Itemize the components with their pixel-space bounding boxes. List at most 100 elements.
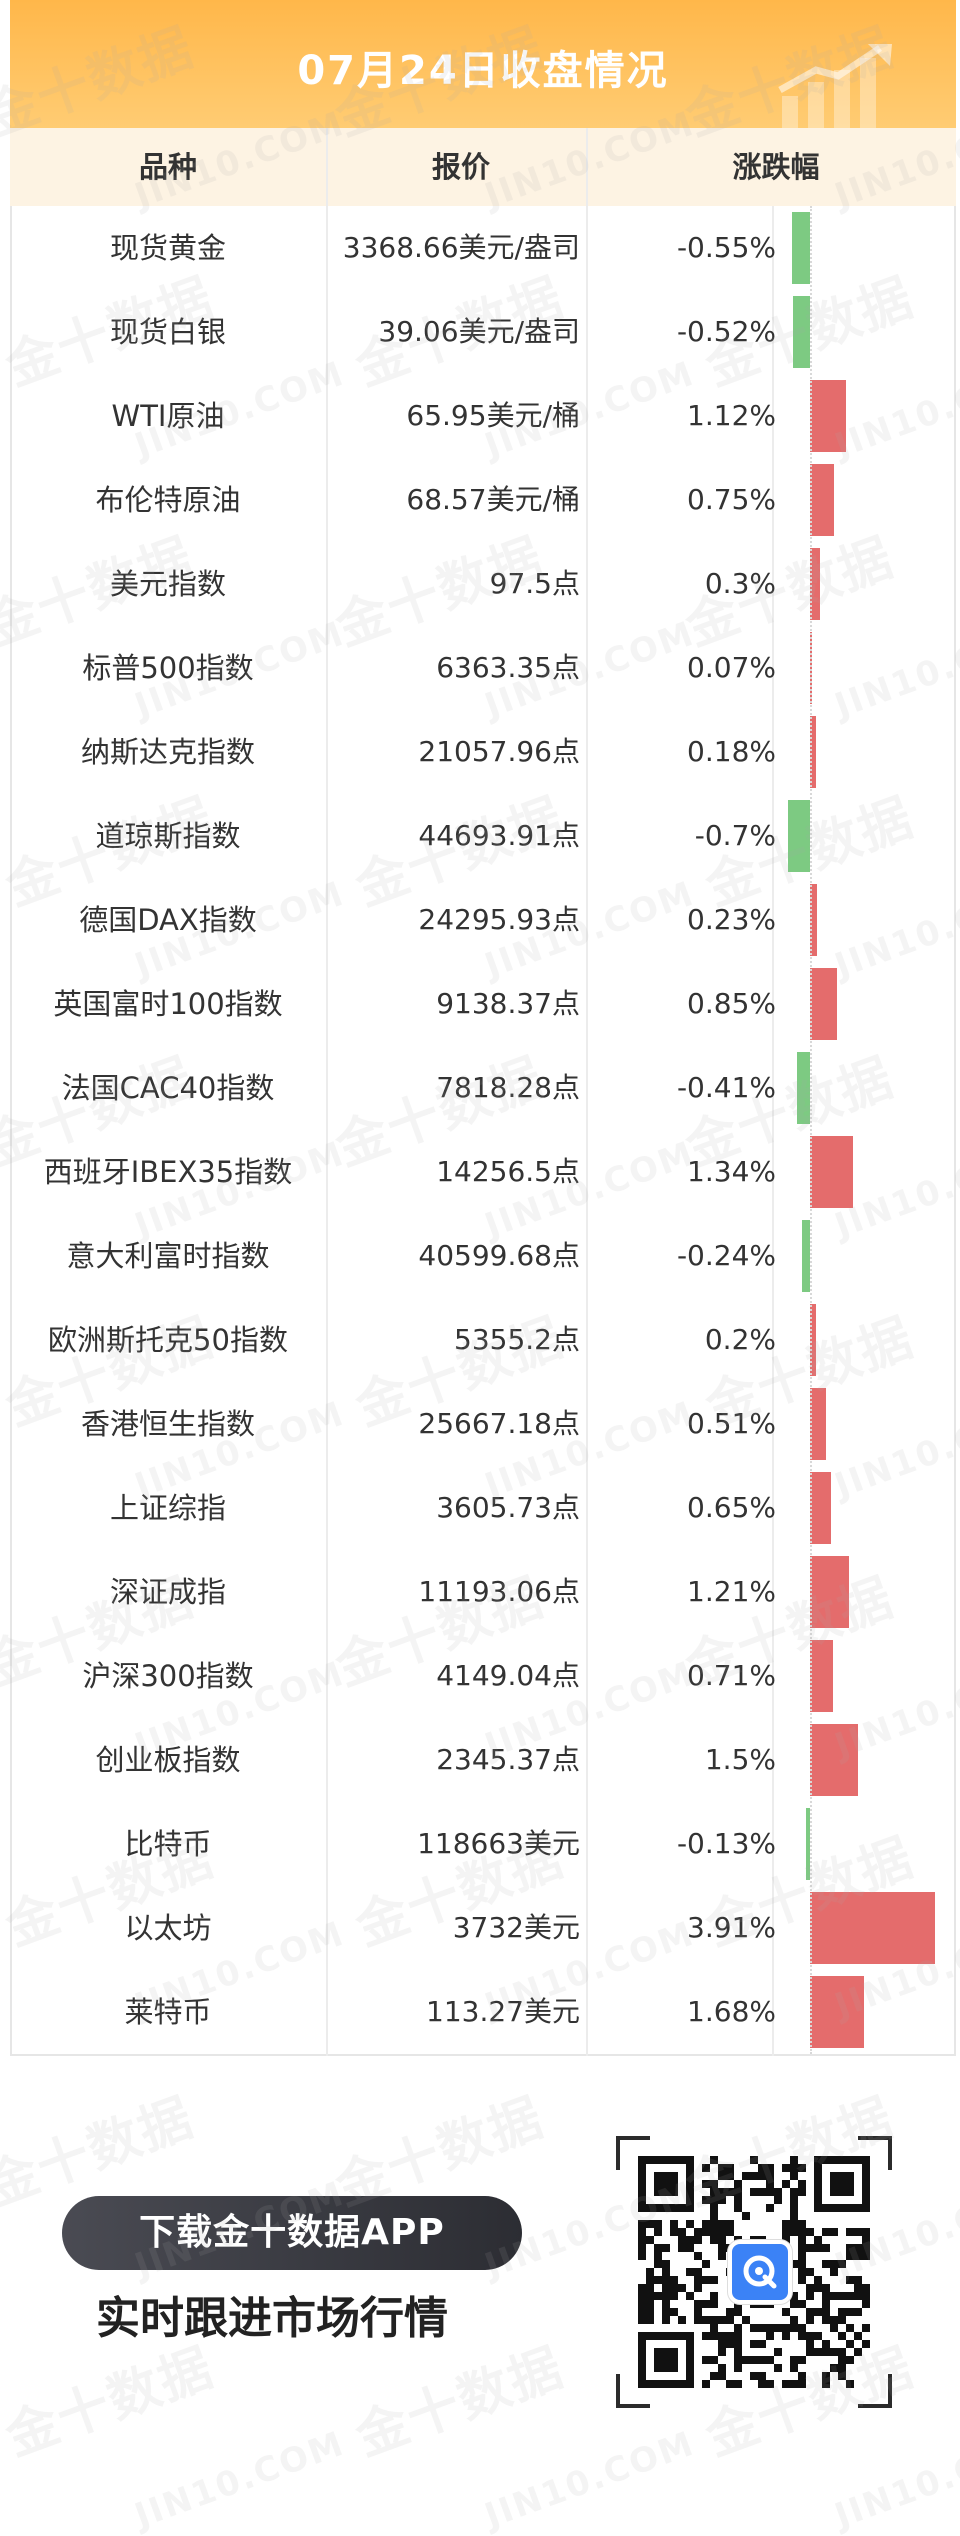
table-row: 纳斯达克指数 21057.96点 0.18%: [10, 710, 956, 794]
change-percent: -0.55%: [676, 231, 776, 264]
change-bar-down: [805, 1808, 810, 1880]
instrument-name: 莱特币: [124, 1995, 212, 2029]
table-row: 深证成指 11193.06点 1.21%: [10, 1550, 956, 1634]
instrument-price: 24295.93点: [418, 903, 580, 936]
change-bar-down: [796, 1052, 810, 1124]
instrument-price: 6363.35点: [436, 651, 580, 684]
change-bar-down: [793, 296, 810, 368]
table-row: 道琼斯指数 44693.91点 -0.7%: [10, 794, 956, 878]
zero-axis-line: [810, 206, 812, 2054]
change-bar-down: [787, 800, 810, 872]
instrument-price: 11193.06点: [418, 1575, 580, 1608]
change-bar-down: [792, 212, 810, 284]
change-bar-up: [810, 380, 846, 452]
instrument-name: WTI原油: [111, 399, 225, 433]
watermark-text: JIN10.COM: [479, 2423, 700, 2536]
instrument-price: 44693.91点: [418, 819, 580, 852]
table-row: 布伦特原油 68.57美元/桶 0.75%: [10, 458, 956, 542]
title-bar: 07月24日收盘情况: [10, 0, 956, 128]
table-row: 创业板指数 2345.37点 1.5%: [10, 1718, 956, 1802]
table-row: 标普500指数 6363.35点 0.07%: [10, 626, 956, 710]
header-change: 涨跌幅: [732, 150, 820, 184]
watermark-text: 金十数据: [348, 2337, 572, 2468]
instrument-price: 7818.28点: [436, 1071, 580, 1104]
change-bar-up: [810, 1472, 831, 1544]
change-percent: 1.68%: [687, 1995, 776, 2028]
table-row: 意大利富时指数 40599.68点 -0.24%: [10, 1214, 956, 1298]
change-bar-up: [810, 968, 838, 1040]
table-row: 英国富时100指数 9138.37点 0.85%: [10, 962, 956, 1046]
table-row: 莱特币 113.27美元 1.68%: [10, 1970, 956, 2054]
table-row: 以太坊 3732美元 3.91%: [10, 1886, 956, 1970]
watermark-text: JIN10.COM: [129, 2423, 350, 2536]
change-bar-up: [810, 1892, 936, 1964]
column-divider: [772, 206, 774, 2056]
jin10-logo-icon: [728, 2240, 792, 2304]
instrument-price: 21057.96点: [418, 735, 580, 768]
table-row: 美元指数 97.5点 0.3%: [10, 542, 956, 626]
change-bar-up: [810, 716, 816, 788]
change-bar-up: [810, 1976, 864, 2048]
instrument-price: 3732美元: [452, 1911, 580, 1944]
change-percent: -0.24%: [676, 1239, 776, 1272]
instrument-price: 3368.66美元/盎司: [342, 231, 580, 264]
instrument-price: 4149.04点: [436, 1659, 580, 1692]
change-percent: 0.3%: [704, 567, 776, 600]
table-header: 品种 报价 涨跌幅: [10, 128, 956, 206]
change-bar-up: [810, 1388, 827, 1460]
qr-code[interactable]: [616, 2136, 892, 2408]
instrument-name: 沪深300指数: [82, 1659, 254, 1693]
instrument-price: 2345.37点: [436, 1743, 580, 1776]
instrument-name: 布伦特原油: [95, 483, 241, 517]
change-percent: 1.5%: [704, 1743, 776, 1776]
change-percent: 0.75%: [687, 483, 776, 516]
instrument-name: 美元指数: [109, 567, 226, 601]
change-percent: 0.07%: [687, 651, 776, 684]
change-bar-up: [810, 548, 820, 620]
download-app-button[interactable]: 下载金十数据APP: [62, 2196, 522, 2270]
instrument-price: 39.06美元/盎司: [378, 315, 580, 348]
instrument-name: 标普500指数: [82, 651, 254, 685]
change-percent: 0.51%: [687, 1407, 776, 1440]
table-row: 德国DAX指数 24295.93点 0.23%: [10, 878, 956, 962]
watermark-text: JIN10.COM: [829, 2423, 960, 2536]
change-bar-up: [810, 884, 818, 956]
table-row: 法国CAC40指数 7818.28点 -0.41%: [10, 1046, 956, 1130]
change-bar-up: [810, 1556, 849, 1628]
instrument-name: 英国富时100指数: [53, 987, 283, 1021]
column-divider: [586, 128, 588, 2056]
header-price: 报价: [431, 150, 490, 184]
change-percent: -0.7%: [694, 819, 776, 852]
rising-chart-icon: [778, 44, 892, 128]
instrument-name: 深证成指: [109, 1575, 226, 1609]
watermark-text: 金十数据: [0, 2337, 222, 2468]
change-percent: 1.12%: [687, 399, 776, 432]
change-bar-up: [810, 1724, 858, 1796]
change-bar-up: [810, 1640, 833, 1712]
change-percent: 0.2%: [704, 1323, 776, 1356]
header-name: 品种: [138, 150, 197, 184]
instrument-price: 14256.5点: [436, 1155, 580, 1188]
table-row: 现货黄金 3368.66美元/盎司 -0.55%: [10, 206, 956, 290]
instrument-name: 上证综指: [109, 1491, 226, 1525]
table-row: 香港恒生指数 25667.18点 0.51%: [10, 1382, 956, 1466]
change-bar-up: [810, 1304, 817, 1376]
qr-corner: [858, 2136, 892, 2170]
change-percent: -0.13%: [676, 1827, 776, 1860]
instrument-price: 5355.2点: [454, 1323, 580, 1356]
instrument-name: 比特币: [124, 1827, 212, 1861]
qr-corner: [616, 2136, 650, 2170]
instrument-price: 25667.18点: [418, 1407, 580, 1440]
instrument-price: 9138.37点: [436, 987, 580, 1020]
change-percent: 3.91%: [687, 1911, 776, 1944]
instrument-price: 40599.68点: [418, 1239, 580, 1272]
change-percent: 1.34%: [687, 1155, 776, 1188]
table-row: 西班牙IBEX35指数 14256.5点 1.34%: [10, 1130, 956, 1214]
table-row: 现货白银 39.06美元/盎司 -0.52%: [10, 290, 956, 374]
instrument-price: 97.5点: [489, 567, 580, 600]
change-percent: 0.23%: [687, 903, 776, 936]
instrument-price: 113.27美元: [426, 1995, 580, 2028]
change-percent: 0.71%: [687, 1659, 776, 1692]
instrument-name: 现货黄金: [109, 231, 226, 265]
change-bar-down: [802, 1220, 810, 1292]
